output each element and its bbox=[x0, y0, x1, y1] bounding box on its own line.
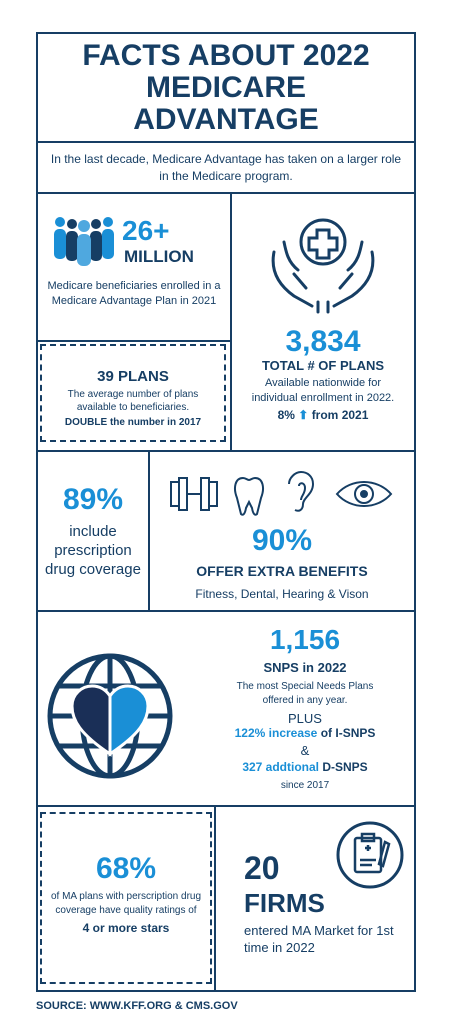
hands-cross-icon bbox=[271, 218, 375, 314]
dsnp-line: 327 addtional D-SNPS bbox=[200, 760, 410, 774]
average-plans-value: 39 PLANS bbox=[97, 368, 169, 385]
total-plans-change: 8% ⬆ from 2021 bbox=[230, 408, 416, 422]
extra-benefits-description: Fitness, Dental, Hearing & Vison bbox=[195, 587, 369, 601]
prescription-value: 89% bbox=[62, 483, 124, 516]
enrollment-description: Medicare beneficiaries enrolled in a Med… bbox=[47, 280, 221, 307]
source: SOURCE: WWW.KFF.ORG & CMS.GOV bbox=[36, 1000, 238, 1012]
extra-benefits-label: OFFER EXTRA BENEFITS bbox=[196, 563, 368, 579]
change-rest: from 2021 bbox=[311, 408, 369, 422]
isnp-bold: 122% increase bbox=[234, 726, 318, 740]
snps-value: 1,156 bbox=[269, 624, 341, 655]
star-ratings-box bbox=[40, 812, 212, 984]
benefit-icons bbox=[170, 470, 393, 516]
snps-label: SNPS in 2022 bbox=[263, 660, 347, 675]
star-ratings-description: of MA plans with perscription drug cover… bbox=[50, 891, 202, 916]
title: FACTS ABOUT 2022 MEDICARE ADVANTAGE bbox=[36, 40, 416, 136]
enrollment-value: 26+ bbox=[122, 215, 170, 246]
firms-box bbox=[214, 805, 416, 992]
average-plans-note: DOUBLE the number in 2017 bbox=[40, 417, 226, 428]
enrollment-unit: MILLION bbox=[124, 247, 194, 266]
prescription-description: include prescription drug coverage bbox=[45, 523, 141, 578]
note-bold: DOUBLE bbox=[64, 417, 108, 428]
title-line: ADVANTAGE bbox=[133, 103, 319, 136]
firms-value: 20 bbox=[244, 850, 280, 886]
snps-since: since 2017 bbox=[280, 780, 330, 791]
total-plans-description: Available nationwide for individual enro… bbox=[251, 377, 395, 404]
up-arrow: ⬆ bbox=[298, 408, 309, 422]
title-line: FACTS ABOUT 2022 bbox=[82, 39, 370, 72]
total-plans-label: TOTAL # OF PLANS bbox=[261, 358, 385, 373]
note-rest: the number in 2017 bbox=[109, 417, 202, 428]
firms-description: entered MA Market for 1st time in 2022 bbox=[244, 923, 394, 955]
snps-plus: PLUS bbox=[288, 711, 322, 726]
people-icon bbox=[54, 217, 114, 266]
snps-description: The most Special Needs Plans offered in … bbox=[236, 681, 374, 706]
globe-heart-icon bbox=[47, 653, 173, 779]
extra-benefits-value: 90% bbox=[251, 524, 313, 557]
intro: In the last decade, Medicare Advantage h… bbox=[50, 152, 402, 183]
snps-amp: & bbox=[300, 743, 310, 758]
average-plans-description: The average number of plans available to… bbox=[67, 389, 199, 413]
change-value: 8% bbox=[277, 408, 295, 422]
star-ratings-value: 68% bbox=[95, 852, 157, 885]
firms-label: FIRMS bbox=[244, 888, 325, 918]
star-ratings-note: 4 or more stars bbox=[82, 921, 170, 935]
total-plans-value: 3,834 bbox=[285, 325, 361, 358]
title-line: MEDICARE bbox=[145, 71, 306, 104]
clipboard-icon bbox=[336, 821, 404, 889]
dsnp-bold: 327 addtional bbox=[242, 760, 319, 774]
average-plans-box bbox=[40, 344, 226, 442]
dsnp-rest: D-SNPS bbox=[322, 760, 368, 774]
isnp-rest: of I-SNPS bbox=[320, 726, 376, 740]
isnp-line: 122% increase of I-SNPS bbox=[200, 726, 410, 740]
